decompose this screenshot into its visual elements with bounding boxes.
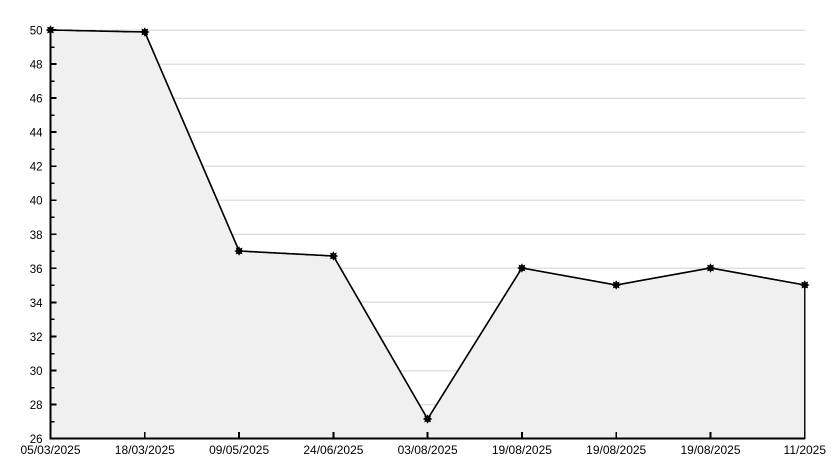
svg-text:05/03/2025: 05/03/2025 [20, 443, 80, 457]
svg-text:46: 46 [30, 94, 43, 106]
svg-text:24/06/2025: 24/06/2025 [303, 443, 363, 457]
svg-text:38: 38 [30, 230, 43, 242]
svg-text:50: 50 [30, 26, 43, 38]
svg-text:18/03/2025: 18/03/2025 [115, 443, 175, 457]
svg-text:19/08/2025: 19/08/2025 [680, 443, 740, 457]
svg-text:28: 28 [30, 400, 43, 412]
svg-text:03/08/2025: 03/08/2025 [398, 443, 458, 457]
svg-text:44: 44 [30, 128, 43, 140]
svg-text:11/2025: 11/2025 [784, 443, 827, 457]
svg-text:34: 34 [30, 298, 43, 310]
svg-text:09/05/2025: 09/05/2025 [209, 443, 269, 457]
svg-text:26: 26 [30, 434, 43, 446]
svg-text:19/08/2025: 19/08/2025 [492, 443, 552, 457]
svg-text:40: 40 [30, 196, 43, 208]
svg-text:32: 32 [30, 332, 43, 344]
svg-text:30: 30 [30, 366, 43, 378]
svg-text:36: 36 [30, 264, 43, 276]
svg-text:19/08/2025: 19/08/2025 [586, 443, 646, 457]
svg-text:42: 42 [30, 162, 43, 174]
svg-text:48: 48 [30, 60, 43, 72]
